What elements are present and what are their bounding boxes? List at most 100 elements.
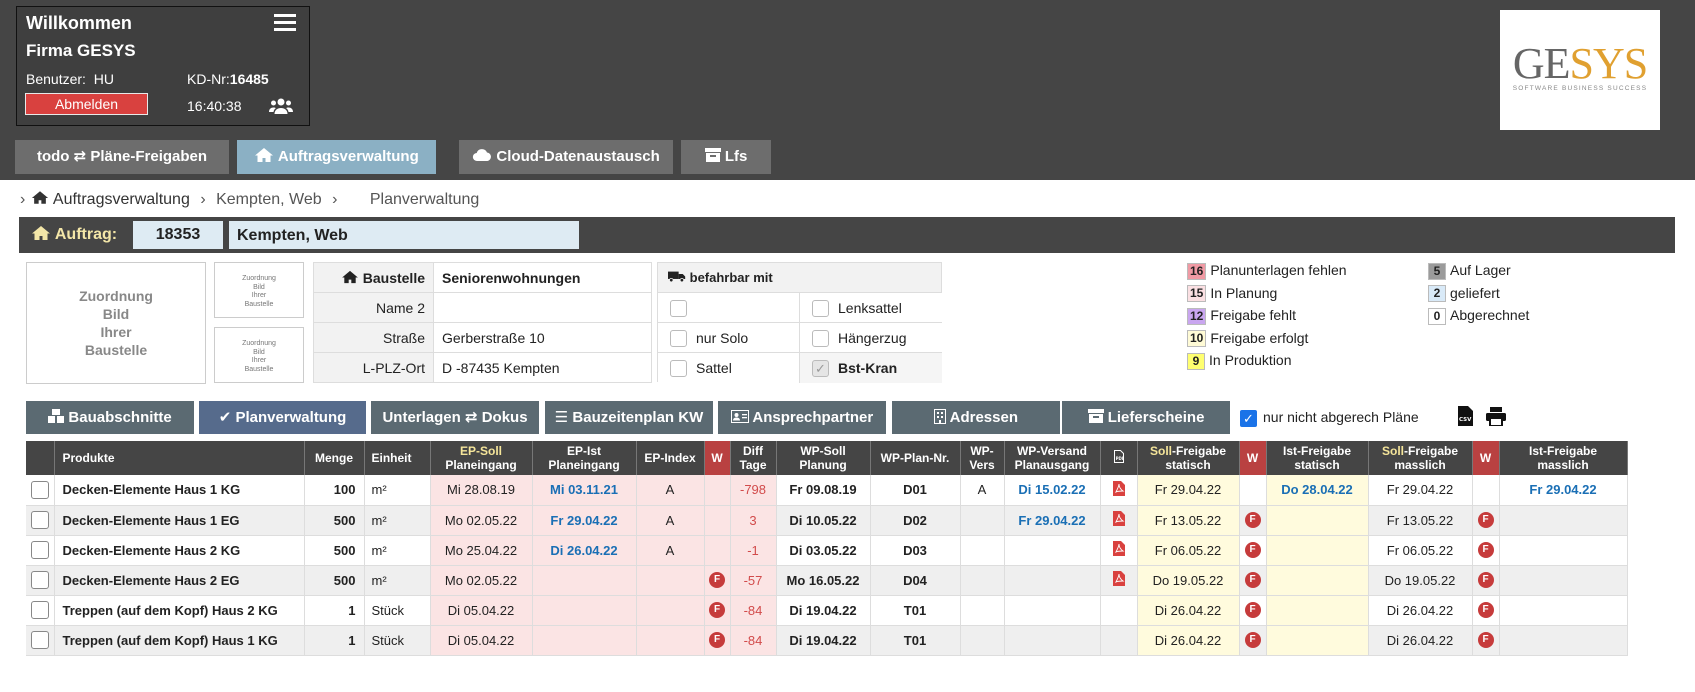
checkbox[interactable] [670,330,687,347]
table-row[interactable]: Decken-Elemente Haus 2 EG 500 m² Mo 02.05.2… [26,565,1628,596]
tab-lfs[interactable]: Lfs [681,140,771,174]
col-wp-plan-nr[interactable]: WP-Plan-Nr. [870,441,961,475]
adressen-button[interactable]: Adressen [892,401,1060,434]
cell-ist-freigabe-masslich[interactable]: Fr 29.04.22 [1499,475,1628,506]
row-checkbox[interactable] [30,541,49,559]
freigabe-flag-icon[interactable]: F [1244,572,1261,589]
row-select[interactable] [26,505,55,536]
vehicle-option[interactable] [658,293,800,323]
row-select[interactable] [26,625,55,656]
checkbox[interactable] [812,330,829,347]
cell-wp-versand[interactable] [1004,535,1101,566]
freigabe-flag-icon[interactable]: F [1477,512,1494,529]
vehicle-option-lenksattel[interactable]: Lenksattel [800,293,942,323]
checkbox-checked[interactable]: ✓ [1240,409,1257,427]
col-diff-tage[interactable]: Diff Tage [730,441,777,475]
col-wp-versand[interactable]: WP-Versand Planausgang [1004,441,1101,475]
cell-ep-ist[interactable]: Di 26.04.22 [532,535,637,566]
cell-ep-ist[interactable] [532,595,637,626]
vehicle-option-bst-kran[interactable]: Bst-Kran [800,353,942,383]
row-checkbox[interactable] [30,480,49,499]
table-row[interactable]: Decken-Elemente Haus 2 KG 500 m² Mo 25.04.2… [26,535,1628,566]
freigabe-flag-icon[interactable]: F [1244,632,1261,649]
freigabe-flag-icon[interactable]: F [709,572,725,589]
checkbox[interactable] [812,300,829,317]
row-select[interactable] [26,595,55,626]
cell-ist-freigabe-masslich[interactable] [1499,595,1628,626]
breadcrumb-auftragsverwaltung[interactable]: Auftragsverwaltung [52,191,190,208]
cell-wp-versand[interactable]: Di 15.02.22 [1004,475,1101,506]
logout-button[interactable]: Abmelden [25,93,148,115]
checkbox[interactable] [670,360,687,377]
row-checkbox[interactable] [30,601,49,619]
freigabe-flag-icon[interactable]: F [1244,542,1261,559]
csv-export-icon[interactable]: CSV [1457,406,1473,429]
ansprechpartner-button[interactable]: Ansprechpartner [718,401,886,434]
print-icon[interactable] [1486,407,1506,429]
col-einheit[interactable]: Einheit [364,441,431,475]
users-icon[interactable] [269,97,293,118]
cell-ep-ist[interactable]: Mi 03.11.21 [532,475,637,506]
freigabe-flag-icon[interactable]: F [1244,512,1261,529]
table-row[interactable]: Treppen (auf dem Kopf) Haus 2 KG 1 Stück Di… [26,595,1628,626]
bauabschnitte-button[interactable]: Bauabschnitte [26,401,194,434]
cell-ist-freigabe-statisch[interactable] [1266,595,1369,626]
vehicle-option-haengerzug[interactable]: Hängerzug [800,323,942,353]
cell-ist-freigabe-masslich[interactable] [1499,535,1628,566]
col-ist-freigabe-statisch[interactable]: Ist-Freigabe statisch [1266,441,1369,475]
filter-not-billed[interactable]: ✓ nur nicht abgerech Pläne [1240,409,1419,427]
lieferscheine-button[interactable]: Lieferscheine [1062,401,1230,434]
cell-ep-ist[interactable] [532,565,637,596]
planverwaltung-button[interactable]: ✔ Planverwaltung [199,401,366,434]
row-checkbox[interactable] [30,571,49,589]
cell-ist-freigabe-statisch[interactable] [1266,565,1369,596]
freigabe-flag-icon[interactable]: F [1477,602,1494,619]
cell-wp-versand[interactable] [1004,595,1101,626]
tab-cloud-datenaustausch[interactable]: Cloud-Datenaustausch [459,140,673,174]
unterlagen-dokus-button[interactable]: Unterlagen ⇄ Dokus [371,401,539,434]
col-ist-freigabe-masslich[interactable]: Ist-Freigabe masslich [1499,441,1628,475]
cell-wp-versand[interactable] [1004,625,1101,656]
col-ep-soll[interactable]: EP-Soll Planeingang [430,441,533,475]
col-ep-index[interactable]: EP-Index [636,441,705,475]
row-checkbox[interactable] [30,631,49,649]
file-pdf-icon[interactable] [1112,541,1125,556]
col-wp-vers[interactable]: WP- Vers [960,441,1005,475]
cell-ep-ist[interactable] [532,625,637,656]
freigabe-flag-icon[interactable]: F [709,602,725,619]
file-pdf-icon[interactable] [1112,571,1125,586]
bauzeitenplan-button[interactable]: ☰ Bauzeitenplan KW [545,401,713,434]
col-wp-soll[interactable]: WP-Soll Planung [776,441,871,475]
col-soll-freigabe-statisch[interactable]: Soll-Freigabe statisch [1137,441,1240,475]
cell-ist-freigabe-masslich[interactable] [1499,565,1628,596]
table-row[interactable]: Decken-Elemente Haus 1 EG 500 m² Mo 02.05.2… [26,505,1628,536]
freigabe-flag-icon[interactable]: F [1477,542,1494,559]
cell-ist-freigabe-statisch[interactable] [1266,535,1369,566]
cell-wp-versand[interactable]: Fr 29.04.22 [1004,505,1101,536]
vehicle-option-sattel[interactable]: Sattel [658,353,800,383]
row-select[interactable] [26,475,55,506]
breadcrumb-project[interactable]: Kempten, Web [216,191,322,208]
row-checkbox[interactable] [30,511,49,529]
checkbox-checked[interactable] [812,360,829,377]
freigabe-flag-icon[interactable]: F [709,632,725,649]
row-select[interactable] [26,565,55,596]
freigabe-flag-icon[interactable]: F [1244,602,1261,619]
table-row[interactable]: Treppen (auf dem Kopf) Haus 1 KG 1 Stück Di… [26,625,1628,656]
tab-auftragsverwaltung[interactable]: Auftragsverwaltung [237,140,436,174]
file-pdf-icon[interactable] [1112,511,1125,526]
cell-ist-freigabe-masslich[interactable] [1499,505,1628,536]
table-row[interactable]: Decken-Elemente Haus 1 KG 100 m² Mi 28.08.1… [26,475,1628,506]
cell-ist-freigabe-statisch[interactable] [1266,505,1369,536]
col-ep-ist[interactable]: EP-Ist Planeingang [532,441,637,475]
tab-plaene-freigaben[interactable]: todo ⇄ Pläne-Freigaben [15,140,229,174]
cell-ep-ist[interactable]: Fr 29.04.22 [532,505,637,536]
row-select[interactable] [26,535,55,566]
cell-ist-freigabe-statisch[interactable]: Do 28.04.22 [1266,475,1369,506]
site-image-thumb-2[interactable]: Zuordnung Bild Ihrer Baustelle [214,327,304,383]
cell-wp-versand[interactable] [1004,565,1101,596]
checkbox[interactable] [670,300,687,317]
freigabe-flag-icon[interactable]: F [1477,632,1494,649]
vehicle-option-nur-solo[interactable]: nur Solo [658,323,800,353]
file-pdf-icon[interactable] [1112,480,1125,496]
